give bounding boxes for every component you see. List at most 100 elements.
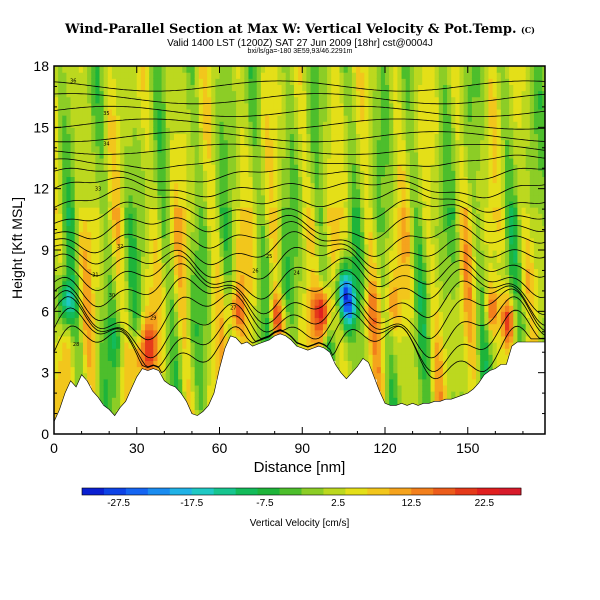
- w-cell: [265, 121, 270, 128]
- w-cell: [318, 268, 324, 276]
- w-cell: [413, 170, 419, 177]
- w-cell: [157, 133, 163, 141]
- w-cell: [169, 90, 175, 98]
- w-cell: [364, 213, 370, 220]
- w-cell: [186, 151, 192, 159]
- w-cell: [289, 268, 295, 276]
- w-cell: [438, 286, 444, 294]
- w-cell: [426, 384, 432, 392]
- w-cell: [219, 219, 225, 227]
- w-cell: [413, 311, 419, 319]
- w-cell: [190, 219, 196, 227]
- w-cell: [128, 299, 134, 306]
- w-cell: [265, 151, 270, 159]
- w-cell: [149, 188, 154, 196]
- w-cell: [289, 250, 295, 257]
- w-cell: [318, 280, 324, 288]
- w-cell: [157, 280, 163, 288]
- w-cell: [74, 182, 80, 190]
- w-cell: [356, 342, 361, 349]
- w-cell: [302, 292, 307, 300]
- w-cell: [269, 200, 274, 208]
- w-cell: [347, 305, 353, 312]
- w-cell: [380, 213, 386, 220]
- w-cell: [364, 335, 370, 343]
- w-cell: [351, 305, 357, 312]
- w-cell: [186, 268, 192, 276]
- w-cell: [422, 96, 427, 104]
- w-cell: [244, 262, 250, 269]
- w-cell: [240, 84, 245, 92]
- w-cell: [91, 102, 96, 110]
- w-cell: [116, 231, 121, 239]
- w-cell: [173, 176, 179, 184]
- w-cell: [380, 102, 386, 110]
- w-cell: [62, 213, 68, 220]
- w-cell: [252, 151, 258, 159]
- w-cell: [451, 213, 456, 220]
- w-cell: [385, 66, 390, 73]
- w-cell: [393, 188, 399, 196]
- w-cell: [211, 194, 216, 202]
- w-cell: [211, 348, 216, 355]
- w-cell: [215, 176, 221, 184]
- w-cell: [418, 305, 423, 312]
- w-cell: [198, 360, 204, 368]
- w-cell: [368, 151, 374, 159]
- w-cell: [265, 182, 270, 190]
- w-cell: [111, 329, 117, 337]
- w-cell: [418, 151, 423, 159]
- w-cell: [240, 194, 245, 202]
- w-cell: [389, 378, 394, 386]
- w-cell: [215, 90, 221, 98]
- w-cell: [422, 292, 427, 300]
- w-cell: [331, 262, 336, 269]
- w-cell: [58, 292, 63, 300]
- w-cell: [153, 182, 159, 190]
- w-cell: [161, 311, 167, 319]
- w-cell: [145, 299, 150, 306]
- w-cell: [95, 139, 101, 147]
- w-cell: [153, 139, 159, 147]
- w-cell: [240, 219, 245, 227]
- w-cell: [447, 268, 452, 276]
- w-cell: [231, 164, 237, 171]
- w-cell: [422, 207, 427, 214]
- w-cell: [207, 231, 212, 239]
- w-cell: [240, 188, 245, 196]
- w-cell: [178, 90, 183, 98]
- w-cell: [82, 188, 88, 196]
- w-cell: [327, 200, 332, 208]
- w-cell: [302, 72, 307, 79]
- w-cell: [240, 151, 245, 159]
- w-cell: [298, 194, 303, 202]
- w-cell: [136, 280, 142, 288]
- w-cell: [422, 78, 427, 85]
- w-cell: [260, 243, 266, 251]
- w-cell: [145, 158, 150, 165]
- w-cell: [430, 108, 436, 116]
- w-cell: [157, 139, 163, 147]
- w-cell: [128, 384, 134, 392]
- w-cell: [393, 127, 399, 135]
- w-cell: [74, 342, 80, 349]
- w-cell: [194, 366, 200, 374]
- w-cell: [347, 139, 353, 147]
- w-cell: [211, 250, 216, 257]
- w-cell: [339, 194, 345, 202]
- w-cell: [103, 213, 109, 220]
- w-cell: [351, 108, 357, 116]
- w-cell: [70, 274, 76, 282]
- w-cell: [430, 262, 436, 269]
- w-cell: [343, 151, 349, 159]
- w-cell: [413, 268, 419, 276]
- w-cell: [231, 121, 237, 128]
- w-cell: [306, 243, 312, 251]
- w-cell: [356, 256, 361, 263]
- w-cell: [82, 194, 88, 202]
- w-cell: [343, 262, 349, 269]
- w-cell: [190, 225, 196, 233]
- w-cell: [99, 274, 105, 282]
- w-cell: [70, 127, 76, 135]
- w-cell: [99, 280, 105, 288]
